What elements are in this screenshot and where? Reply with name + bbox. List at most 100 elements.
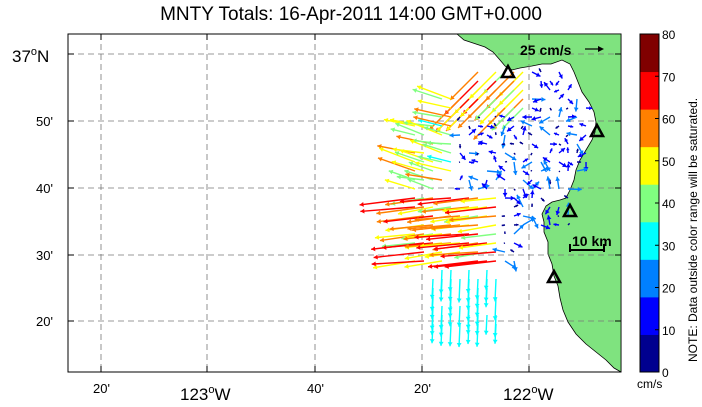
current-vector-head bbox=[394, 151, 400, 156]
current-vector-head bbox=[414, 217, 419, 222]
colorbar-segment bbox=[640, 184, 659, 223]
current-vector-head bbox=[503, 242, 505, 244]
current-vector-head bbox=[427, 154, 432, 160]
current-vector-head bbox=[520, 120, 526, 125]
current-vector-head bbox=[444, 264, 449, 269]
current-vector bbox=[373, 251, 425, 259]
grid-lines bbox=[68, 34, 621, 372]
current-vector bbox=[396, 175, 425, 181]
current-vector bbox=[474, 98, 497, 121]
current-vector-head bbox=[494, 123, 496, 126]
current-vector-head bbox=[579, 160, 582, 164]
land-area bbox=[456, 34, 621, 372]
current-vector bbox=[442, 206, 479, 212]
current-vector-head bbox=[549, 148, 553, 152]
current-vector-head bbox=[565, 135, 568, 137]
current-vector-head bbox=[433, 246, 438, 252]
current-vector-head bbox=[530, 218, 535, 223]
current-vector-head bbox=[516, 194, 521, 200]
current-vector bbox=[412, 111, 443, 118]
current-vector-head bbox=[403, 236, 408, 242]
colorbar-tick-label: 0 bbox=[662, 366, 669, 380]
current-vector-head bbox=[373, 264, 378, 270]
current-vector-head bbox=[422, 143, 428, 148]
current-vector-head bbox=[468, 127, 471, 130]
current-vector-head bbox=[433, 200, 438, 206]
current-vector-head bbox=[507, 127, 512, 132]
current-vector-head bbox=[456, 342, 462, 348]
current-vector-head bbox=[566, 117, 571, 123]
current-vector-head bbox=[522, 114, 527, 120]
current-vector bbox=[379, 233, 425, 242]
current-vector-head bbox=[564, 195, 567, 198]
current-vector-head bbox=[573, 107, 579, 112]
current-vector-head bbox=[512, 267, 518, 272]
current-vector-head bbox=[475, 115, 480, 120]
current-vector-head bbox=[414, 234, 419, 240]
current-vector-head bbox=[417, 201, 422, 207]
current-vector bbox=[392, 148, 425, 154]
current-vector-head bbox=[539, 109, 542, 112]
current-vector bbox=[404, 233, 443, 239]
current-vector-head bbox=[416, 245, 421, 250]
current-vector bbox=[384, 179, 416, 190]
current-vector-head bbox=[500, 131, 505, 136]
current-vector bbox=[458, 242, 497, 249]
current-vector-head bbox=[404, 169, 409, 175]
x-tick-122w: 122oW bbox=[503, 384, 554, 404]
current-vector-head bbox=[530, 190, 535, 195]
current-vector-head bbox=[545, 224, 551, 230]
current-vector bbox=[399, 149, 434, 163]
current-vector-head bbox=[405, 172, 410, 178]
y-tick-37n: 37oN bbox=[12, 46, 49, 66]
colorbar-segment bbox=[640, 71, 659, 110]
current-vector-head bbox=[414, 107, 419, 113]
current-vector-head bbox=[538, 68, 542, 71]
current-vector-head bbox=[488, 135, 493, 139]
current-vector-head bbox=[428, 263, 433, 269]
current-vector-head bbox=[509, 142, 513, 145]
current-vector-head bbox=[389, 226, 394, 232]
current-vector-head bbox=[471, 129, 476, 134]
current-vector-head bbox=[396, 174, 402, 180]
current-vector bbox=[419, 242, 461, 247]
current-vector bbox=[412, 88, 443, 100]
current-vector-head bbox=[553, 141, 557, 147]
current-vector bbox=[413, 116, 452, 127]
current-vector-head bbox=[424, 126, 429, 131]
current-vector bbox=[374, 233, 416, 239]
current-vector-head bbox=[445, 219, 450, 225]
current-vector-head bbox=[494, 132, 497, 134]
current-vector-head bbox=[535, 72, 541, 77]
current-vector-head bbox=[579, 150, 584, 155]
current-vector-head bbox=[404, 264, 409, 269]
current-vector-head bbox=[514, 189, 516, 191]
current-vector bbox=[381, 242, 416, 248]
current-vector bbox=[397, 206, 434, 215]
current-vector-head bbox=[550, 82, 554, 86]
current-vector-head bbox=[415, 161, 420, 166]
current-vector bbox=[433, 197, 479, 205]
current-vector-head bbox=[471, 159, 476, 163]
current-vector-head bbox=[458, 245, 464, 250]
current-vector-head bbox=[566, 147, 570, 151]
current-vector bbox=[479, 98, 506, 125]
current-vector-head bbox=[390, 127, 396, 133]
y-tick-20: 20' bbox=[36, 314, 53, 329]
current-vector-head bbox=[546, 176, 551, 181]
current-vector-head bbox=[454, 254, 459, 260]
current-vector-head bbox=[496, 174, 502, 179]
colorbar: 80 70 60 50 40 30 20 10 0 bbox=[640, 28, 676, 380]
current-vector-head bbox=[391, 160, 397, 165]
current-vector-head bbox=[541, 97, 546, 102]
current-vector bbox=[426, 233, 479, 241]
radar-stations bbox=[499, 63, 606, 284]
current-vector-head bbox=[570, 124, 574, 129]
station-marker bbox=[545, 268, 563, 284]
current-vector-head bbox=[516, 212, 521, 217]
current-vector-head bbox=[438, 297, 444, 302]
current-vector-head bbox=[376, 210, 381, 216]
saturation-note: NOTE: Data outside color range will be s… bbox=[686, 98, 700, 362]
current-vector-head bbox=[474, 342, 480, 347]
